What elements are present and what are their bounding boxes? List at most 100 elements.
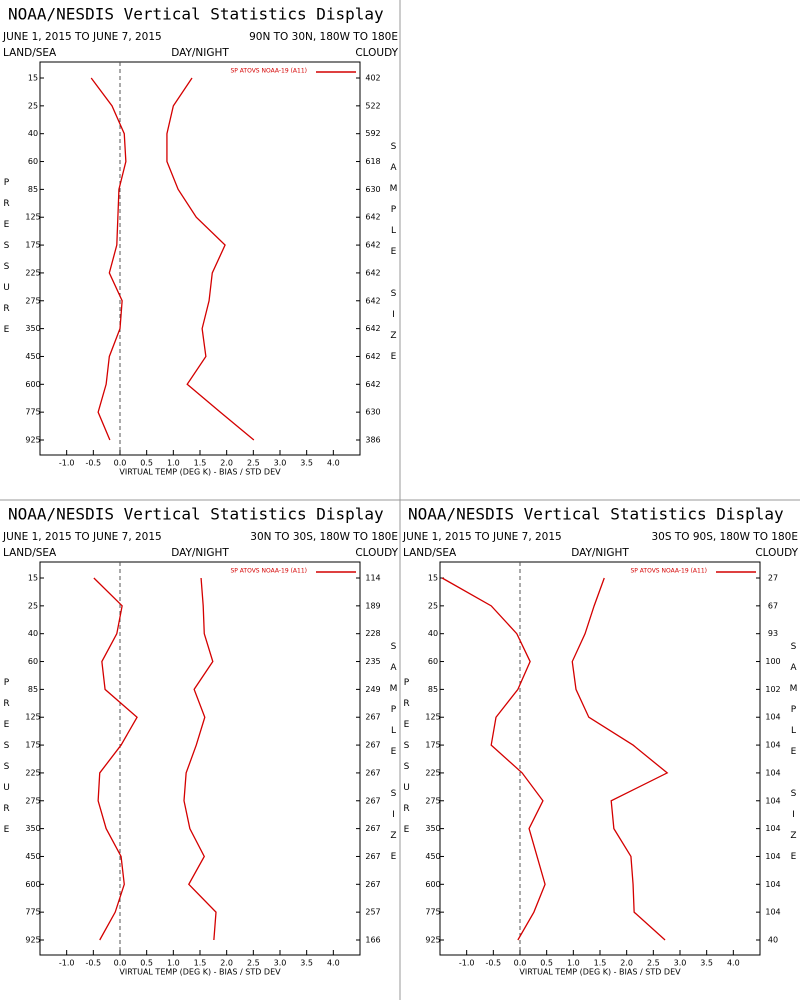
sample-size: 267 — [365, 880, 380, 889]
date-range: JUNE 1, 2015 TO JUNE 7, 2015 — [402, 531, 562, 543]
series-line — [571, 577, 669, 941]
y-tick-label: 25 — [428, 601, 438, 610]
y-tick-label: 275 — [25, 296, 40, 305]
y-tick-label: 925 — [25, 436, 40, 445]
sample-size: 104 — [765, 713, 780, 722]
sample-size: 642 — [365, 213, 380, 222]
x-tick-label: 1.0 — [167, 959, 180, 968]
y-tick-label: 175 — [25, 241, 40, 250]
x-tick-label: 2.5 — [247, 459, 260, 468]
sample-size: 166 — [365, 936, 380, 945]
x-axis-label: VIRTUAL TEMP (DEG K) - BIAS / STD DEV — [119, 968, 281, 977]
y-tick-label: 15 — [28, 574, 38, 583]
day-night: DAY/NIGHT — [171, 547, 229, 559]
legend-label: SP ATOVS NOAA-19 (A11) — [230, 568, 307, 575]
y-tick-label: 600 — [25, 380, 40, 389]
x-tick-label: -0.5 — [86, 959, 102, 968]
region: 30S TO 90S, 180W TO 180E — [651, 531, 798, 543]
day-night: DAY/NIGHT — [571, 547, 629, 559]
sample-size: 267 — [365, 824, 380, 833]
y-tick-label: 600 — [25, 880, 40, 889]
y-tick-label: 775 — [25, 908, 40, 917]
y2-axis-label: SAMPLE SIZE — [789, 642, 799, 873]
cloudy: CLOUDY — [755, 547, 798, 559]
y-tick-label: 60 — [28, 157, 38, 166]
region: 30N TO 30S, 180W TO 180E — [250, 531, 398, 543]
x-tick-label: 1.0 — [567, 959, 580, 968]
x-tick-label: 0.0 — [114, 459, 127, 468]
y-tick-label: 600 — [425, 880, 440, 889]
sample-size: 93 — [768, 629, 778, 638]
x-tick-label: 2.0 — [220, 959, 233, 968]
sample-size: 267 — [365, 852, 380, 861]
x-tick-label: 0.0 — [514, 959, 527, 968]
land-sea: LAND/SEA — [403, 547, 457, 559]
x-tick-label: 4.0 — [727, 959, 740, 968]
y-tick-label: 85 — [428, 685, 438, 694]
x-tick-label: 2.0 — [620, 959, 633, 968]
sample-size: 257 — [365, 908, 380, 917]
y-tick-label: 925 — [425, 936, 440, 945]
x-tick-label: 3.5 — [300, 959, 313, 968]
y-tick-label: 450 — [25, 852, 40, 861]
y-tick-label: 175 — [25, 741, 40, 750]
series-line — [441, 577, 546, 941]
sample-size: 104 — [765, 768, 780, 777]
sample-size: 267 — [365, 796, 380, 805]
x-tick-label: 3.0 — [274, 459, 287, 468]
sample-size: 522 — [365, 101, 380, 110]
x-tick-label: -1.0 — [59, 459, 75, 468]
sample-size: 642 — [365, 324, 380, 333]
y-tick-label: 350 — [425, 824, 440, 833]
sample-size: 114 — [365, 574, 380, 583]
cloudy: CLOUDY — [355, 547, 398, 559]
x-tick-label: 2.5 — [647, 959, 660, 968]
y-tick-label: 40 — [28, 629, 38, 638]
series-line — [183, 577, 217, 941]
y-axis-label: PRESSURE — [2, 678, 12, 846]
y-tick-label: 175 — [425, 741, 440, 750]
sample-size: 67 — [768, 601, 778, 610]
land-sea: LAND/SEA — [3, 547, 57, 559]
series-line — [166, 77, 255, 441]
x-tick-label: 3.5 — [300, 459, 313, 468]
y-tick-label: 85 — [28, 185, 38, 194]
y-tick-label: 125 — [25, 713, 40, 722]
region: 90N TO 30N, 180W TO 180E — [249, 31, 398, 43]
x-tick-label: 0.5 — [540, 959, 553, 968]
y-tick-label: 925 — [25, 936, 40, 945]
y-tick-label: 450 — [25, 352, 40, 361]
chart-title: NOAA/NESDIS Vertical Statistics Display — [8, 505, 384, 524]
land-sea: LAND/SEA — [3, 47, 57, 59]
sample-size: 592 — [365, 129, 380, 138]
y-tick-label: 125 — [25, 213, 40, 222]
y-tick-label: 275 — [25, 796, 40, 805]
y-tick-label: 25 — [28, 101, 38, 110]
y-tick-label: 25 — [28, 601, 38, 610]
y-tick-label: 85 — [28, 685, 38, 694]
sample-size: 104 — [765, 741, 780, 750]
y-tick-label: 225 — [425, 768, 440, 777]
sample-size: 104 — [765, 908, 780, 917]
sample-size: 235 — [365, 657, 380, 666]
sample-size: 104 — [765, 880, 780, 889]
x-tick-label: 2.0 — [220, 459, 233, 468]
y2-axis-label: SAMPLE SIZE — [389, 142, 399, 373]
x-tick-label: 3.0 — [674, 959, 687, 968]
sample-size: 27 — [768, 574, 778, 583]
y-tick-label: 40 — [28, 129, 38, 138]
sample-size: 386 — [365, 436, 380, 445]
sample-size: 642 — [365, 352, 380, 361]
sample-size: 104 — [765, 852, 780, 861]
y-tick-label: 350 — [25, 824, 40, 833]
sample-size: 618 — [365, 157, 380, 166]
sample-size: 102 — [765, 685, 780, 694]
y-axis-label: PRESSURE — [402, 678, 412, 846]
series-line — [90, 77, 127, 441]
chart-title: NOAA/NESDIS Vertical Statistics Display — [408, 505, 784, 524]
x-tick-label: 3.5 — [700, 959, 713, 968]
x-tick-label: -1.0 — [459, 959, 475, 968]
x-tick-label: 0.5 — [140, 459, 153, 468]
legend-label: SP ATOVS NOAA-19 (A11) — [230, 68, 307, 75]
